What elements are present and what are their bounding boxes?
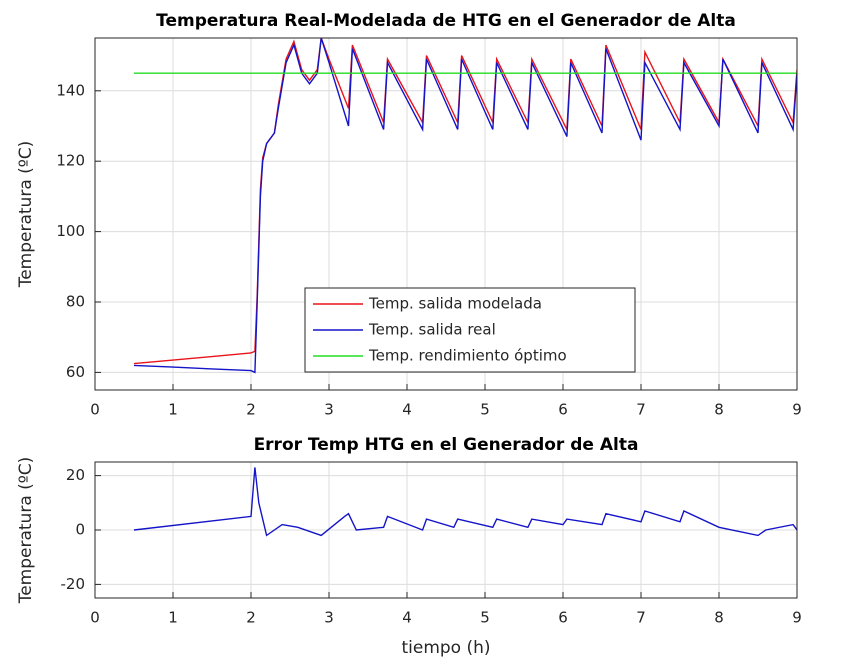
x-tick-label: 9 xyxy=(792,609,802,627)
y-tick-label: 80 xyxy=(66,293,85,311)
y-tick-label: 20 xyxy=(66,466,85,484)
x-tick-label: 1 xyxy=(168,609,178,627)
x-tick-label: 6 xyxy=(558,401,568,419)
x-tick-label: 8 xyxy=(714,609,724,627)
x-tick-label: 4 xyxy=(402,609,412,627)
data-line xyxy=(133,467,797,537)
axes-box xyxy=(94,37,798,391)
x-tick-label: 5 xyxy=(480,609,490,627)
x-tick-label: 7 xyxy=(636,401,646,419)
x-tick-label: 2 xyxy=(246,609,256,627)
chart-title: Temperatura Real-Modelada de HTG en el G… xyxy=(156,11,736,31)
x-tick-label: 7 xyxy=(636,609,646,627)
y-axis-label: Temperatura (ºC) xyxy=(16,141,36,289)
y-tick-label: 100 xyxy=(56,222,85,240)
legend-label: Temp. rendimiento óptimo xyxy=(368,347,567,365)
x-tick-label: 6 xyxy=(558,609,568,627)
y-axis-label: Temperatura (ºC) xyxy=(16,457,36,605)
x-tick-label: 0 xyxy=(90,609,100,627)
y-tick-label: -20 xyxy=(61,575,86,593)
x-tick-label: 8 xyxy=(714,401,724,419)
x-tick-label: 4 xyxy=(402,401,412,419)
x-axis-label: tiempo (h) xyxy=(401,638,490,658)
legend-label: Temp. salida real xyxy=(368,321,496,339)
x-tick-label: 2 xyxy=(246,401,256,419)
legend: Temp. salida modelada Temp. salida real Te… xyxy=(304,287,636,373)
chart-title: Error Temp HTG en el Generador de Alta xyxy=(254,435,639,455)
y-tick-label: 0 xyxy=(75,521,85,539)
x-tick-label: 5 xyxy=(480,401,490,419)
x-tick-label: 3 xyxy=(324,609,334,627)
x-tick-label: 3 xyxy=(324,401,334,419)
x-tick-label: 1 xyxy=(168,401,178,419)
data-line xyxy=(133,38,797,374)
axes-box xyxy=(94,461,798,599)
y-tick-label: 140 xyxy=(56,81,85,99)
legend-label: Temp. salida modelada xyxy=(368,295,542,313)
y-tick-label: 120 xyxy=(56,152,85,170)
x-tick-label: 0 xyxy=(90,401,100,419)
x-tick-label: 9 xyxy=(792,401,802,419)
y-tick-label: 60 xyxy=(66,363,85,381)
